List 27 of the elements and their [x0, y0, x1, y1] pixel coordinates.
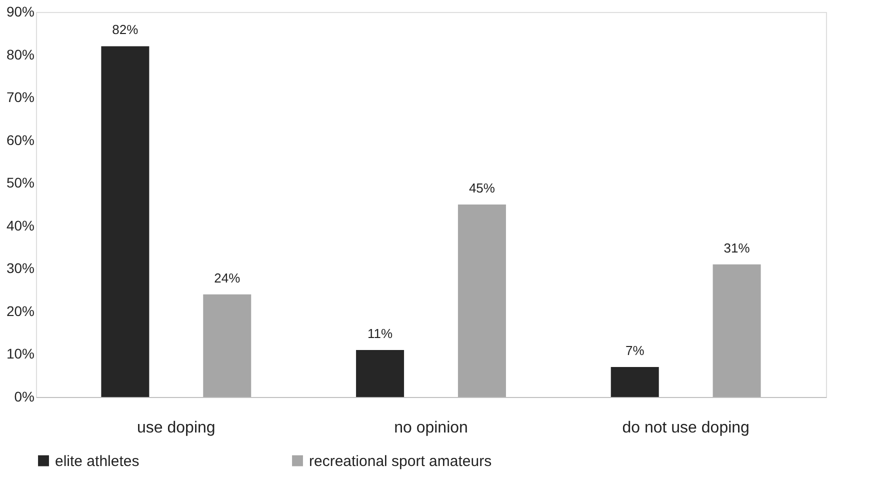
x-tick-label: use doping: [137, 420, 216, 436]
y-tick-label: 10%: [6, 346, 34, 362]
y-tick-label: 40%: [6, 217, 34, 234]
x-tick-label: do not use doping: [622, 420, 750, 436]
data-label: 11%: [368, 326, 393, 341]
y-tick-label: 90%: [6, 4, 34, 20]
y-tick-label: 70%: [6, 89, 34, 106]
bar: [101, 46, 150, 397]
y-tick-label: 20%: [6, 302, 34, 319]
y-tick-label: 50%: [6, 174, 34, 191]
y-tick-label: 30%: [6, 260, 34, 276]
data-label: 31%: [724, 240, 750, 256]
data-label: 24%: [214, 270, 241, 286]
data-label: 45%: [468, 180, 496, 196]
bar: [712, 264, 761, 397]
bar: [203, 294, 252, 397]
legend-label: recreational sport amateurs: [309, 452, 492, 470]
data-label: 7%: [625, 343, 645, 358]
bar: [356, 350, 404, 397]
y-tick-label: 0%: [14, 388, 34, 404]
y-tick-label: 80%: [6, 46, 34, 62]
bar: [458, 204, 506, 397]
bar: [610, 367, 659, 397]
x-tick-label: no opinion: [394, 420, 468, 436]
y-tick-label: 60%: [6, 132, 34, 148]
legend-label: elite athletes: [55, 452, 140, 470]
data-label: 82%: [112, 22, 139, 38]
